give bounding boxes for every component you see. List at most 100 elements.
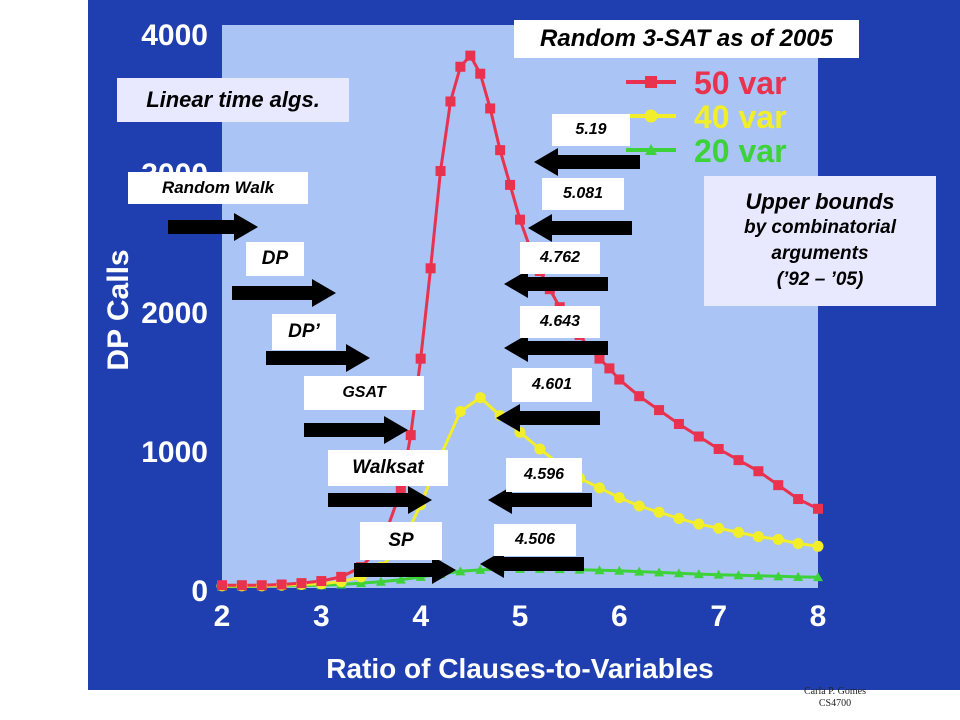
legend-marker-20-var bbox=[645, 144, 657, 155]
point-40-var-12 bbox=[454, 405, 466, 417]
right-arrow-gsat bbox=[304, 416, 408, 444]
x-axis-label: Ratio of Clauses-to-Variables bbox=[326, 653, 713, 684]
x-tick-2: 2 bbox=[214, 600, 231, 633]
point-50-var-20 bbox=[505, 179, 516, 190]
point-50-var-31 bbox=[614, 374, 625, 385]
point-50-var-32 bbox=[634, 391, 645, 402]
linear-time-title: Linear time algs. bbox=[117, 78, 349, 122]
point-50-var-18 bbox=[485, 103, 496, 114]
legend-marker-40-var bbox=[644, 109, 658, 123]
bound-5-19: 5.19 bbox=[552, 114, 630, 146]
point-40-var-30 bbox=[812, 540, 824, 552]
point-40-var-28 bbox=[772, 533, 784, 545]
point-20-var-23 bbox=[673, 568, 684, 578]
upper-bounds-line4: (’92 – ’05) bbox=[776, 269, 864, 290]
point-20-var-13 bbox=[475, 564, 486, 574]
left-arrow-4-596 bbox=[488, 486, 592, 514]
legend-label-40-var: 40 var bbox=[694, 99, 787, 135]
x-tick-4: 4 bbox=[412, 600, 429, 633]
upper-bounds-box: Upper bounds by combinatorial arguments … bbox=[704, 176, 936, 306]
right-arrow-walksat bbox=[328, 486, 432, 514]
point-50-var-38 bbox=[753, 466, 764, 477]
point-40-var-21 bbox=[633, 500, 645, 512]
point-50-var-17 bbox=[475, 68, 486, 79]
point-20-var-9 bbox=[395, 574, 406, 584]
upper-bounds-line2: by combinatorial bbox=[743, 217, 897, 238]
left-arrow-4-762 bbox=[504, 270, 608, 298]
point-50-var-13 bbox=[435, 166, 446, 176]
point-50-var-4 bbox=[296, 578, 307, 589]
legend-label-20-var: 20 var bbox=[694, 133, 787, 169]
x-tick-labels: 2 3 4 5 6 7 8 bbox=[214, 600, 827, 633]
bound-4-506: 4.506 bbox=[494, 524, 576, 556]
point-40-var-13 bbox=[474, 392, 486, 404]
bound-4-762: 4.762 bbox=[520, 242, 600, 274]
upper-bounds-line1: Upper bounds bbox=[745, 189, 895, 214]
point-20-var-29 bbox=[793, 571, 804, 581]
point-50-var-35 bbox=[693, 431, 704, 442]
point-50-var-10 bbox=[405, 430, 416, 441]
right-arrow-dp-prime bbox=[266, 344, 370, 372]
y-tick-0: 0 bbox=[191, 575, 208, 608]
y-tick-4000: 4000 bbox=[141, 19, 208, 52]
point-50-var-11 bbox=[415, 353, 426, 364]
point-50-var-16 bbox=[465, 50, 476, 61]
x-tick-3: 3 bbox=[313, 600, 330, 633]
left-arrow-4-506 bbox=[480, 550, 584, 578]
credit-course: CS4700 bbox=[818, 698, 852, 709]
point-40-var-25 bbox=[713, 522, 725, 534]
point-50-var-2 bbox=[256, 580, 267, 591]
point-50-var-6 bbox=[336, 571, 347, 582]
point-50-var-15 bbox=[455, 61, 466, 72]
point-20-var-25 bbox=[713, 569, 724, 579]
algo-walksat: Walksat bbox=[328, 450, 448, 486]
point-50-var-41 bbox=[813, 503, 823, 514]
point-50-var-1 bbox=[236, 580, 247, 591]
point-50-var-30 bbox=[604, 363, 615, 374]
left-arrow-4-601 bbox=[496, 404, 600, 432]
y-axis-label: DP Calls bbox=[102, 249, 135, 370]
algo-sp: SP bbox=[360, 522, 442, 560]
point-50-var-33 bbox=[654, 405, 665, 416]
point-20-var-28 bbox=[773, 571, 784, 581]
point-50-var-29 bbox=[594, 353, 605, 364]
point-40-var-22 bbox=[653, 506, 665, 518]
right-arrow-sp bbox=[354, 556, 456, 584]
point-20-var-12 bbox=[455, 566, 466, 576]
point-40-var-29 bbox=[792, 538, 804, 550]
y-tick-1000: 1000 bbox=[141, 436, 208, 469]
x-tick-5: 5 bbox=[512, 600, 529, 633]
upper-bounds-line3: arguments bbox=[771, 243, 869, 264]
arrows bbox=[168, 148, 640, 584]
point-40-var-23 bbox=[673, 513, 685, 524]
point-50-var-0 bbox=[217, 580, 227, 591]
chart-title: Random 3-SAT as of 2005 bbox=[514, 20, 859, 58]
point-40-var-24 bbox=[693, 518, 705, 530]
left-arrow-5-081 bbox=[528, 214, 632, 242]
point-50-var-34 bbox=[673, 418, 684, 429]
point-40-var-26 bbox=[733, 526, 745, 538]
bound-5-081: 5.081 bbox=[542, 178, 624, 210]
left-arrow-4-643 bbox=[504, 334, 608, 362]
point-20-var-24 bbox=[693, 569, 704, 579]
algo-gsat: GSAT bbox=[304, 376, 424, 410]
algo-dp: DP bbox=[246, 242, 304, 276]
point-50-var-9 bbox=[395, 485, 406, 496]
point-20-var-22 bbox=[654, 567, 665, 577]
point-40-var-27 bbox=[752, 531, 764, 543]
point-20-var-21 bbox=[634, 566, 645, 576]
point-40-var-20 bbox=[613, 492, 625, 504]
point-20-var-7 bbox=[356, 578, 367, 588]
legend-marker-50-var bbox=[645, 76, 657, 88]
point-40-var-19 bbox=[593, 482, 605, 494]
right-arrow-dp bbox=[232, 279, 336, 307]
y-tick-2000: 2000 bbox=[141, 297, 208, 330]
point-50-var-21 bbox=[515, 214, 525, 225]
point-20-var-27 bbox=[753, 570, 764, 580]
credit: Carla P. Gomes CS4700 bbox=[790, 686, 880, 710]
point-50-var-37 bbox=[733, 455, 744, 466]
bound-4-643: 4.643 bbox=[520, 306, 600, 338]
point-50-var-12 bbox=[425, 263, 436, 274]
